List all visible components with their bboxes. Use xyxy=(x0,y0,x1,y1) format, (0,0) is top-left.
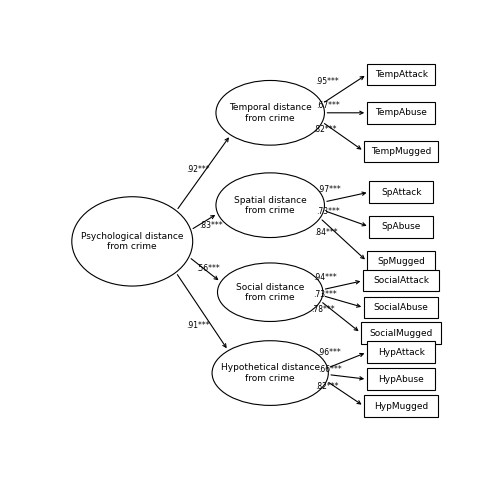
FancyBboxPatch shape xyxy=(364,395,438,417)
Text: .84***: .84*** xyxy=(314,228,338,237)
FancyBboxPatch shape xyxy=(367,102,436,124)
Text: SocialMugged: SocialMugged xyxy=(370,328,433,337)
Text: Temporal distance
from crime: Temporal distance from crime xyxy=(229,103,312,122)
Text: .95***: .95*** xyxy=(314,77,338,86)
FancyBboxPatch shape xyxy=(367,369,436,390)
FancyBboxPatch shape xyxy=(364,141,438,162)
Text: SpAbuse: SpAbuse xyxy=(382,222,421,231)
Text: HypMugged: HypMugged xyxy=(374,402,428,411)
FancyBboxPatch shape xyxy=(367,64,436,85)
Text: HypAttack: HypAttack xyxy=(378,348,424,357)
Text: .66***: .66*** xyxy=(318,365,342,374)
Text: .82***: .82*** xyxy=(316,381,339,391)
FancyBboxPatch shape xyxy=(361,322,442,344)
Text: SocialAbuse: SocialAbuse xyxy=(374,303,428,312)
FancyBboxPatch shape xyxy=(367,341,436,363)
Text: SocialAttack: SocialAttack xyxy=(373,276,429,285)
Text: .73***: .73*** xyxy=(316,206,340,216)
Text: Social distance
from crime: Social distance from crime xyxy=(236,282,304,302)
Text: .97***: .97*** xyxy=(317,185,340,194)
Text: .94***: .94*** xyxy=(313,273,336,282)
Text: SpMugged: SpMugged xyxy=(377,257,425,266)
Ellipse shape xyxy=(216,80,324,145)
Text: Spatial distance
from crime: Spatial distance from crime xyxy=(234,196,306,215)
Text: .91***: .91*** xyxy=(186,321,210,330)
Text: .73***: .73*** xyxy=(314,290,337,299)
Text: TempAttack: TempAttack xyxy=(374,70,428,79)
Text: .83***: .83*** xyxy=(200,221,223,230)
Ellipse shape xyxy=(216,173,324,238)
Text: .67***: .67*** xyxy=(316,101,340,110)
Text: .56***: .56*** xyxy=(196,264,220,273)
Text: .78***: .78*** xyxy=(311,305,334,314)
FancyBboxPatch shape xyxy=(370,216,433,238)
FancyBboxPatch shape xyxy=(367,250,436,272)
Text: SpAttack: SpAttack xyxy=(381,187,422,196)
Text: .92***: .92*** xyxy=(186,164,210,174)
Text: Psychological distance
from crime: Psychological distance from crime xyxy=(81,232,184,251)
FancyBboxPatch shape xyxy=(363,270,439,292)
FancyBboxPatch shape xyxy=(370,181,433,203)
Text: Hypothetical distance
from crime: Hypothetical distance from crime xyxy=(220,363,320,383)
Ellipse shape xyxy=(72,197,192,286)
Text: .82***: .82*** xyxy=(314,125,337,133)
Text: TempMugged: TempMugged xyxy=(371,147,432,156)
FancyBboxPatch shape xyxy=(364,297,438,318)
Ellipse shape xyxy=(212,341,328,405)
Text: .96***: .96*** xyxy=(318,348,341,357)
Text: TempAbuse: TempAbuse xyxy=(375,109,427,117)
Ellipse shape xyxy=(218,263,323,322)
Text: HypAbuse: HypAbuse xyxy=(378,375,424,384)
